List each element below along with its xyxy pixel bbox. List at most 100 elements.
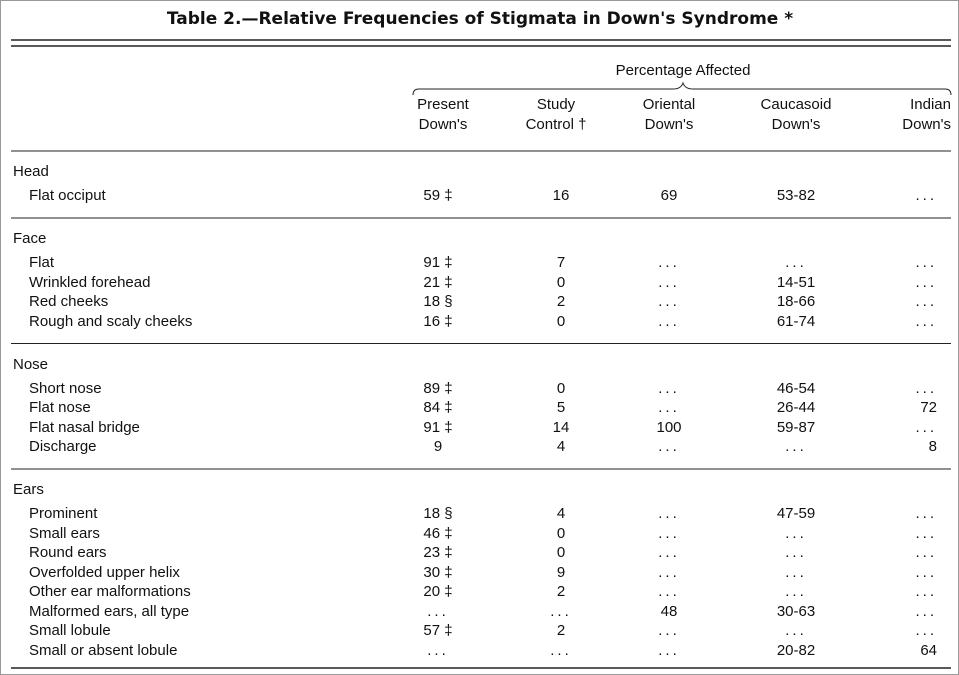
cell: 2 <box>556 293 566 310</box>
row-label: Small or absent lobule <box>29 641 178 659</box>
row-label: Prominent <box>29 505 98 522</box>
cell: ... <box>658 254 680 271</box>
row-label: Wrinkled forehead <box>29 273 151 291</box>
section-header: Ears <box>13 481 44 498</box>
cell: 8 <box>928 438 937 455</box>
column-header: Indian <box>910 96 951 113</box>
cell: ... <box>915 544 937 561</box>
cell: 0 <box>556 312 566 330</box>
cell: ... <box>915 273 937 291</box>
cell: 0 <box>556 544 566 561</box>
cell: 18 § <box>423 505 453 522</box>
cell: 21 ‡ <box>423 273 453 291</box>
cell: 2 <box>556 622 566 639</box>
cell: ... <box>915 293 937 310</box>
row-label: Flat nasal bridge <box>29 418 140 436</box>
cell: ... <box>658 641 680 659</box>
cell: 53-82 <box>776 187 816 204</box>
section-header: Nose <box>13 355 49 373</box>
cell: ... <box>658 505 680 522</box>
row-label: Flat nose <box>29 399 91 416</box>
cell: ... <box>915 602 937 620</box>
cell: ... <box>785 438 807 455</box>
cell: 91 ‡ <box>423 254 453 271</box>
cell: 20 ‡ <box>423 583 453 600</box>
cell: 91 ‡ <box>423 418 453 436</box>
cell: 16 ‡ <box>423 312 453 330</box>
title: Table 2.—Relative Frequencies of Stigmat… <box>166 9 794 29</box>
cell: ... <box>915 622 937 639</box>
cell: ... <box>915 524 937 542</box>
cell: ... <box>785 544 807 561</box>
cell: ... <box>915 254 937 271</box>
cell: 0 <box>556 379 566 397</box>
row-label: Round ears <box>29 544 107 561</box>
cell: 5 <box>556 399 566 416</box>
cell: ... <box>658 583 680 600</box>
cell: ... <box>658 622 680 639</box>
cell: 61-74 <box>776 312 816 330</box>
cell: ... <box>658 379 680 397</box>
column-header: Down's <box>771 116 821 133</box>
cell: 46 ‡ <box>423 524 453 542</box>
column-header: Oriental <box>642 96 696 113</box>
cell: 4 <box>556 438 566 455</box>
cell: ... <box>785 524 807 542</box>
row-label: Small lobule <box>29 622 111 639</box>
cell: 84 ‡ <box>423 399 453 416</box>
cell: ... <box>658 312 680 330</box>
cell: 9 <box>433 438 443 455</box>
cell: ... <box>915 418 937 436</box>
column-header: Caucasoid <box>760 96 832 113</box>
cell: 59-87 <box>776 418 816 436</box>
cell: 89 ‡ <box>423 379 453 397</box>
row-label: Overfolded upper helix <box>29 563 180 581</box>
cell: 30 ‡ <box>423 563 453 581</box>
row-label: Flat <box>29 254 55 271</box>
group-header: Percentage Affected <box>615 62 751 79</box>
cell: 57 ‡ <box>423 622 453 639</box>
column-header: Study <box>536 96 576 113</box>
cell: ... <box>915 187 937 204</box>
cell: 59 ‡ <box>423 187 453 204</box>
cell: 64 <box>920 641 937 659</box>
cell: ... <box>658 438 680 455</box>
cell: ... <box>550 641 572 659</box>
row-label: Malformed ears, all type <box>29 602 190 620</box>
cell: 16 <box>552 187 570 204</box>
column-header: Present <box>417 96 469 113</box>
row-label: Short nose <box>29 379 102 397</box>
row-label: Discharge <box>29 438 97 455</box>
cell: 18-66 <box>776 293 816 310</box>
cell: ... <box>658 563 680 581</box>
cell: 72 <box>920 399 937 416</box>
cell: 46-54 <box>776 379 816 397</box>
cell: 26-44 <box>776 399 816 416</box>
cell: ... <box>550 602 572 620</box>
row-label: Flat occiput <box>29 187 106 204</box>
row-label: Other ear malformations <box>29 583 191 600</box>
cell: 2 <box>556 583 566 600</box>
cell: ... <box>785 563 807 581</box>
column-header: Control † <box>525 116 587 133</box>
cell: 7 <box>556 254 566 271</box>
cell: ... <box>915 505 937 522</box>
column-header: Down's <box>418 116 468 133</box>
cell: ... <box>427 602 449 620</box>
cell: 48 <box>660 602 678 620</box>
row-label: Small ears <box>29 524 100 542</box>
column-header: Down's <box>902 116 951 133</box>
brace <box>412 81 952 96</box>
cell: ... <box>915 563 937 581</box>
cell: ... <box>785 254 807 271</box>
cell: ... <box>427 641 449 659</box>
cell: ... <box>785 622 807 639</box>
cell: ... <box>658 544 680 561</box>
cell: ... <box>658 399 680 416</box>
cell: 0 <box>556 524 566 542</box>
cell: 14-51 <box>776 273 816 291</box>
section-header: Face <box>13 230 47 247</box>
cell: 20-82 <box>776 641 816 659</box>
